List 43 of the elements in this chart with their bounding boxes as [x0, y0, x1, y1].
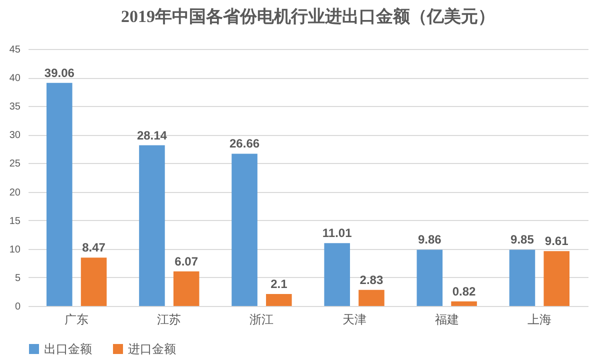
bar [416, 250, 443, 306]
data-label: 9.61 [544, 234, 569, 248]
y-tick-label: 5 [14, 272, 21, 284]
bar [232, 154, 258, 306]
data-label: 26.66 [230, 136, 260, 151]
data-label: 9.86 [418, 232, 442, 247]
data-label: 11.01 [322, 226, 352, 240]
x-tick-label: 浙江 [250, 312, 274, 326]
y-tick-label: 40 [9, 73, 21, 84]
y-tick-label: 35 [9, 102, 21, 113]
bar [80, 258, 107, 306]
y-tick-label: 30 [9, 130, 21, 142]
legend-label: 出口金额 [44, 342, 92, 356]
y-tick-label: 15 [9, 216, 21, 227]
bar [46, 82, 72, 306]
bar [173, 271, 200, 306]
data-label: 6.07 [174, 254, 198, 268]
y-tick-label: 0 [14, 302, 21, 312]
y-tick-label: 25 [9, 158, 21, 170]
bar [266, 294, 292, 306]
data-label: 8.47 [82, 240, 106, 255]
bar [451, 301, 477, 306]
x-tick-label: 广东 [64, 312, 89, 326]
bar [544, 251, 570, 306]
x-tick-label: 福建 [434, 312, 459, 326]
data-label: 28.14 [136, 128, 168, 142]
x-tick-label: 江苏 [157, 312, 182, 326]
data-label: 2.83 [360, 272, 384, 287]
bar [139, 145, 165, 306]
x-tick-label: 上海 [527, 312, 552, 326]
data-label: 39.06 [44, 66, 75, 80]
bar [324, 243, 350, 306]
bar [358, 290, 384, 306]
x-tick-label: 天津 [342, 312, 366, 326]
y-tick-label: 45 [9, 44, 21, 56]
data-label: 9.85 [510, 232, 534, 247]
chart-title: 2019年中国各省份电机行业进出口金额（亿美元） [121, 7, 495, 26]
y-tick-label: 20 [9, 187, 21, 198]
data-label: 0.82 [452, 284, 476, 298]
bar [509, 250, 536, 306]
data-label: 2.1 [270, 277, 288, 292]
legend-label: 进口金额 [128, 342, 176, 356]
y-tick-label: 10 [9, 244, 21, 256]
